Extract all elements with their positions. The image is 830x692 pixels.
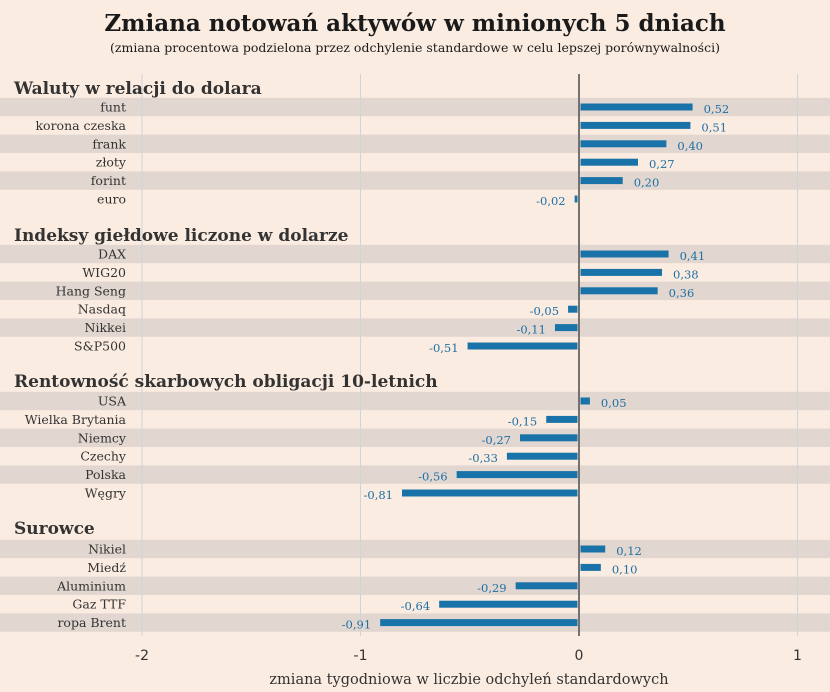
data-label: -0,33 xyxy=(468,451,498,465)
category-label: WIG20 xyxy=(82,265,126,280)
category-label: Hang Seng xyxy=(56,283,126,298)
category-label: DAX xyxy=(98,247,126,262)
category-label: korona czeska xyxy=(35,118,126,133)
category-label: Węgry xyxy=(85,486,127,501)
data-label: 0,38 xyxy=(673,267,699,281)
category-label: USA xyxy=(98,394,127,409)
category-label: Miedź xyxy=(87,560,126,575)
bar xyxy=(380,619,578,627)
bar xyxy=(574,195,578,203)
category-label: Nikkei xyxy=(85,320,126,335)
bar xyxy=(580,158,638,166)
category-label: Wielka Brytania xyxy=(25,412,127,427)
category-label: S&P500 xyxy=(74,339,126,354)
section-title: Rentowność skarbowych obligacji 10-letni… xyxy=(14,372,438,392)
bar xyxy=(515,582,578,590)
x-tick-label: -2 xyxy=(135,648,149,664)
row-band xyxy=(0,171,830,190)
section-title: Indeksy giełdowe liczone w dolarze xyxy=(14,226,349,246)
category-label: funt xyxy=(100,100,126,115)
data-label: -0,11 xyxy=(516,323,546,337)
x-tick-label: 1 xyxy=(793,648,802,664)
row-band xyxy=(0,391,830,411)
category-label: Aluminium xyxy=(56,578,126,593)
bar xyxy=(580,287,658,295)
category-label: frank xyxy=(92,136,126,151)
data-label: 0,05 xyxy=(601,396,627,410)
category-label: Niemcy xyxy=(78,430,127,445)
category-label: złoty xyxy=(96,155,127,170)
bar xyxy=(580,563,601,571)
bars xyxy=(380,74,693,636)
bar xyxy=(580,397,590,405)
data-label: -0,02 xyxy=(536,194,566,208)
x-tick-label: -1 xyxy=(354,648,368,664)
bar xyxy=(580,121,691,129)
bar xyxy=(520,434,578,442)
data-label: 0,51 xyxy=(701,120,727,134)
row-band xyxy=(0,281,830,300)
data-label: -0,29 xyxy=(477,581,507,595)
data-label: -0,91 xyxy=(342,618,372,632)
data-label: 0,27 xyxy=(649,157,675,171)
data-label: 0,52 xyxy=(704,102,730,116)
bar xyxy=(402,489,578,497)
bar xyxy=(580,177,623,185)
data-label: -0,27 xyxy=(482,433,512,447)
category-label: Czechy xyxy=(80,449,127,464)
category-label: Nasdaq xyxy=(78,302,126,317)
category-label: Polska xyxy=(85,467,126,482)
x-axis-label: zmiana tygodniowa w liczbie odchyleń sta… xyxy=(269,672,668,688)
data-label: 0,40 xyxy=(677,139,703,153)
bar xyxy=(467,342,578,350)
section-title: Surowce xyxy=(14,519,95,539)
bar xyxy=(439,600,578,608)
row-band xyxy=(0,318,830,337)
category-label: euro xyxy=(97,192,126,207)
gridlines xyxy=(141,74,798,636)
data-label: 0,20 xyxy=(634,176,660,190)
data-label: 0,12 xyxy=(616,544,642,558)
bar xyxy=(506,452,578,460)
chart-subtitle: (zmiana procentowa podzielona przez odch… xyxy=(110,40,720,55)
row-band xyxy=(0,539,830,559)
row-band xyxy=(0,97,830,117)
row-band xyxy=(0,576,830,595)
bar xyxy=(546,415,578,423)
data-label: 0,36 xyxy=(669,286,695,300)
row-band xyxy=(0,465,830,484)
row-bands xyxy=(0,97,830,632)
bar xyxy=(580,545,606,553)
bar xyxy=(580,140,667,148)
data-label: 0,41 xyxy=(680,249,706,263)
bar xyxy=(580,103,693,111)
category-label: forint xyxy=(91,173,126,188)
data-label: -0,56 xyxy=(418,470,448,484)
data-label: -0,05 xyxy=(530,304,560,318)
data-label: 0,10 xyxy=(612,562,638,576)
data-label: -0,81 xyxy=(364,488,394,502)
bar xyxy=(580,250,669,258)
category-label: Gaz TTF xyxy=(72,597,126,612)
row-band xyxy=(0,134,830,153)
chart-title: Zmiana notowań aktywów w minionych 5 dni… xyxy=(104,10,726,37)
data-label: -0,15 xyxy=(508,414,538,428)
row-band xyxy=(0,428,830,447)
category-label: Nikiel xyxy=(88,542,126,557)
bar xyxy=(554,324,578,332)
data-label: -0,51 xyxy=(429,341,459,355)
row-band xyxy=(0,244,830,264)
x-tick-label: 0 xyxy=(575,648,584,664)
bar xyxy=(568,305,578,313)
bar xyxy=(456,471,578,479)
data-label: -0,64 xyxy=(401,599,431,613)
section-title: Waluty w relacji do dolara xyxy=(13,79,262,99)
x-axis-ticks: -2 -1 0 1 xyxy=(135,648,802,664)
category-label: ropa Brent xyxy=(57,615,126,630)
bar xyxy=(580,268,663,276)
